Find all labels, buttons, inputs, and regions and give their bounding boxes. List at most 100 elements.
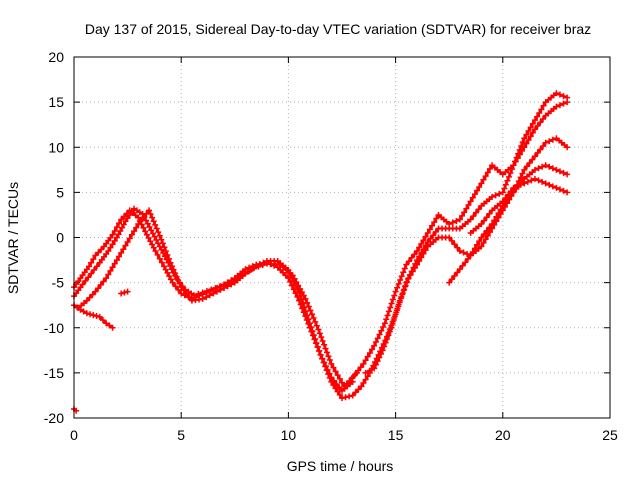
data-point bbox=[523, 140, 530, 147]
data-point bbox=[539, 163, 546, 170]
data-point bbox=[122, 218, 129, 225]
data-point bbox=[149, 214, 156, 221]
data-point bbox=[401, 265, 408, 272]
data-point bbox=[100, 278, 107, 285]
data-point bbox=[319, 355, 326, 362]
data-point bbox=[495, 210, 502, 217]
data-point bbox=[475, 206, 482, 213]
data-point bbox=[357, 364, 364, 371]
data-point bbox=[304, 312, 311, 319]
data-point bbox=[336, 384, 343, 391]
data-point bbox=[478, 220, 485, 227]
data-point bbox=[253, 263, 260, 270]
data-point bbox=[525, 128, 532, 135]
data-point bbox=[175, 277, 182, 284]
data-point bbox=[167, 259, 174, 266]
data-point bbox=[109, 231, 116, 238]
data-point bbox=[288, 282, 295, 289]
data-point bbox=[379, 347, 386, 354]
data-point bbox=[242, 270, 249, 277]
data-point bbox=[515, 150, 522, 157]
data-point bbox=[326, 375, 333, 382]
data-point bbox=[480, 176, 487, 183]
data-point bbox=[476, 238, 483, 245]
data-point bbox=[505, 173, 512, 180]
data-point bbox=[85, 274, 92, 281]
data-point bbox=[161, 263, 168, 270]
data-point bbox=[378, 350, 385, 357]
data-point bbox=[537, 119, 544, 126]
data-point bbox=[484, 169, 491, 176]
data-point bbox=[374, 358, 381, 365]
data-point bbox=[325, 353, 332, 360]
data-point bbox=[124, 239, 131, 246]
data-point bbox=[499, 198, 506, 205]
data-point bbox=[83, 297, 90, 304]
data-point bbox=[93, 313, 100, 320]
data-point bbox=[453, 217, 460, 224]
data-point bbox=[392, 288, 399, 295]
data-point bbox=[521, 166, 528, 173]
data-point bbox=[535, 177, 542, 184]
data-point bbox=[323, 367, 330, 374]
data-point bbox=[172, 283, 179, 290]
data-point bbox=[461, 209, 468, 216]
data-point bbox=[405, 275, 412, 282]
data-point bbox=[524, 178, 531, 185]
data-point bbox=[556, 186, 563, 193]
data-point bbox=[155, 229, 162, 236]
data-point bbox=[512, 158, 519, 165]
data-point bbox=[418, 254, 425, 261]
data-point bbox=[508, 166, 515, 173]
data-point bbox=[493, 213, 500, 220]
data-point bbox=[93, 263, 100, 270]
data-point bbox=[142, 228, 149, 235]
data-point bbox=[294, 285, 301, 292]
data-point bbox=[342, 394, 349, 401]
data-point bbox=[546, 138, 553, 145]
data-point bbox=[542, 139, 549, 146]
data-point bbox=[560, 93, 567, 100]
data-point bbox=[309, 328, 316, 335]
data-point bbox=[464, 251, 471, 258]
data-point bbox=[556, 102, 563, 109]
data-point bbox=[148, 227, 155, 234]
data-point bbox=[88, 259, 95, 266]
data-point bbox=[517, 181, 524, 188]
data-point bbox=[316, 330, 323, 337]
data-point bbox=[328, 378, 335, 385]
data-point bbox=[298, 296, 305, 303]
data-point bbox=[176, 280, 183, 287]
data-point bbox=[481, 231, 488, 238]
data-point bbox=[103, 320, 110, 327]
data-point bbox=[395, 301, 402, 308]
data-point bbox=[349, 392, 356, 399]
data-point bbox=[109, 324, 116, 331]
data-point bbox=[178, 284, 185, 291]
data-point bbox=[146, 224, 153, 231]
data-point bbox=[478, 180, 485, 187]
data-point bbox=[172, 270, 179, 277]
data-point bbox=[397, 277, 404, 284]
data-point bbox=[153, 225, 160, 232]
data-point bbox=[388, 324, 395, 331]
data-point bbox=[318, 334, 325, 341]
data-point bbox=[542, 162, 549, 169]
data-point bbox=[390, 317, 397, 324]
data-point bbox=[409, 268, 416, 275]
data-point bbox=[355, 367, 362, 374]
data-point bbox=[195, 290, 202, 297]
data-point bbox=[427, 235, 434, 242]
data-point bbox=[519, 139, 526, 146]
data-point bbox=[480, 239, 487, 246]
data-point bbox=[464, 255, 471, 262]
data-point bbox=[360, 380, 367, 387]
data-point bbox=[399, 290, 406, 297]
data-point bbox=[170, 266, 177, 273]
data-point bbox=[560, 187, 567, 194]
data-point bbox=[372, 339, 379, 346]
data-point bbox=[87, 311, 94, 318]
data-point bbox=[154, 251, 161, 258]
data-point bbox=[164, 252, 171, 259]
